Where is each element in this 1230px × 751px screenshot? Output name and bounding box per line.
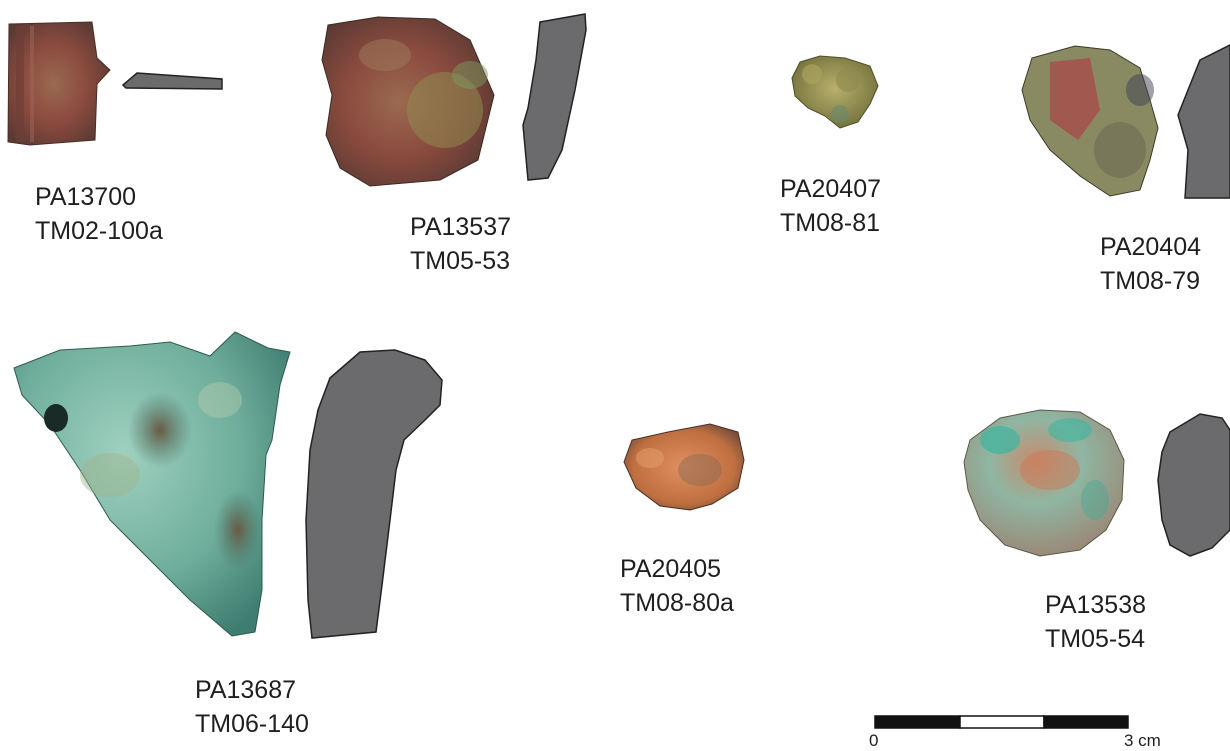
label-pa13700: PA13700 TM02-100a <box>35 180 163 248</box>
label-pa13537: PA13537 TM05-53 <box>410 210 511 278</box>
artifact-pa13537-section <box>522 13 587 181</box>
scale-bar-segment-2 <box>959 715 1045 729</box>
scale-bar-start-label: 0 <box>869 731 879 750</box>
artifact-pa13538-photo <box>963 409 1125 557</box>
artifact-pa13687-section <box>305 349 443 639</box>
label-pa13537-code: TM05-53 <box>410 247 511 275</box>
artifact-pa20404-section <box>1177 44 1230 199</box>
label-pa13687: PA13687 TM06-140 <box>195 673 309 741</box>
scale-bar <box>874 715 1129 729</box>
label-pa13687-id: PA13687 <box>195 676 297 704</box>
label-pa13687-code: TM06-140 <box>195 710 309 738</box>
label-pa20407-code: TM08-81 <box>780 209 881 237</box>
artifact-pa13687-photo <box>13 331 291 637</box>
label-pa20407: PA20407 TM08-81 <box>780 172 881 240</box>
artifact-pa13538-section <box>1157 413 1230 557</box>
label-pa20405-id: PA20405 <box>620 555 722 583</box>
label-pa20404-code: TM08-79 <box>1100 267 1201 295</box>
scale-bar-segment-3 <box>1043 715 1129 729</box>
scale-bar-end-label: 3 cm <box>1124 731 1161 750</box>
label-pa13700-id: PA13700 <box>35 183 137 211</box>
scale-bar-segment-1 <box>874 715 961 729</box>
label-pa20405: PA20405 TM08-80a <box>620 552 734 620</box>
label-pa20404-id: PA20404 <box>1100 233 1202 261</box>
label-pa20404: PA20404 TM08-79 <box>1100 230 1201 298</box>
artifact-pa13537-photo <box>321 16 495 187</box>
artifact-pa20405-photo <box>623 423 745 511</box>
label-pa20407-id: PA20407 <box>780 175 882 203</box>
artifact-pa20407-photo <box>791 55 879 129</box>
label-pa20405-code: TM08-80a <box>620 589 734 617</box>
label-pa13700-code: TM02-100a <box>35 217 163 245</box>
label-pa13537-id: PA13537 <box>410 213 512 241</box>
artifact-pa20404-photo <box>1021 45 1159 197</box>
artifact-pa13700-photo <box>7 21 111 146</box>
label-pa13538-code: TM05-54 <box>1045 625 1146 653</box>
label-pa13538: PA13538 TM05-54 <box>1045 588 1146 656</box>
artifact-pa13700-section <box>121 72 223 90</box>
label-pa13538-id: PA13538 <box>1045 591 1147 619</box>
